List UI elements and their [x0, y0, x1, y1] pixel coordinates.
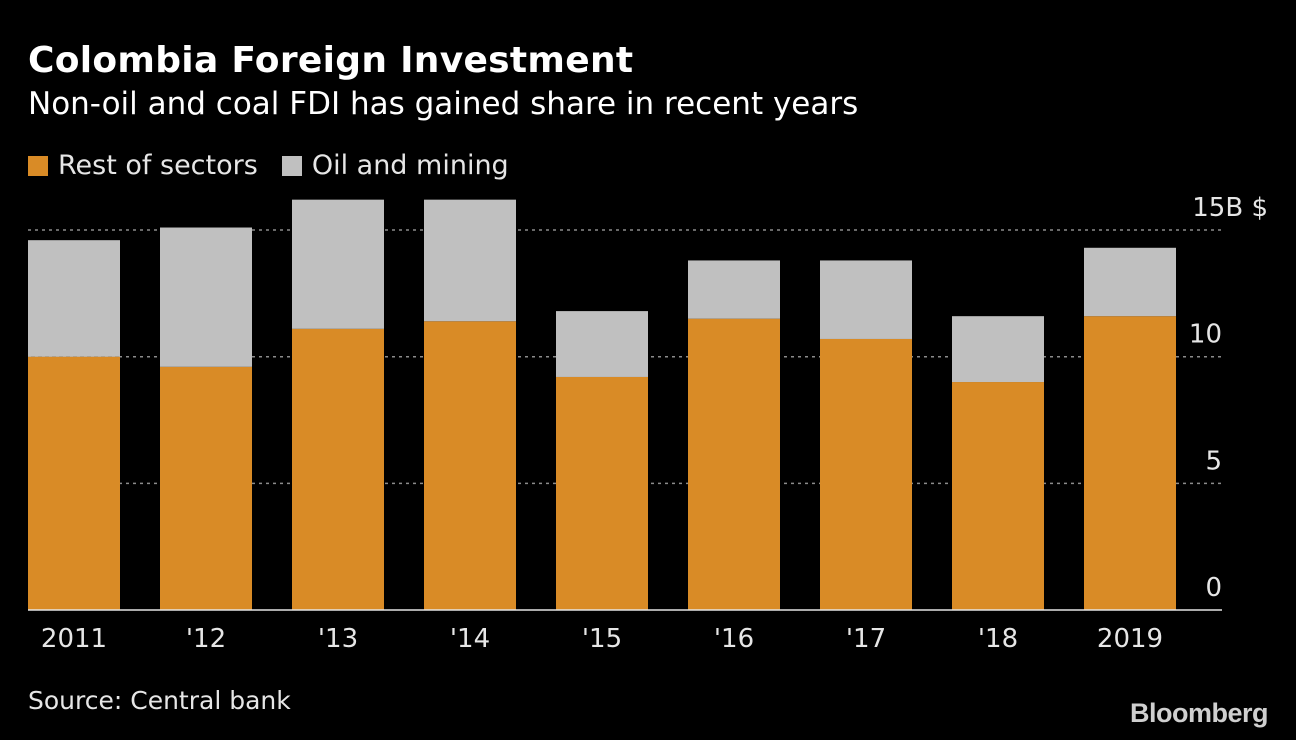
- legend-item-oil-and-mining: Oil and mining: [281, 150, 509, 181]
- x-tick-label-8: 2019: [1097, 624, 1163, 654]
- bloomberg-logo: Bloomberg: [1129, 698, 1269, 728]
- bar-rest-of-sectors-0: [28, 356, 120, 610]
- y-tick-label-10: 10: [1189, 320, 1222, 350]
- bar-rest-of-sectors-2: [292, 328, 384, 610]
- bar-rest-of-sectors-5: [688, 318, 780, 610]
- source-note: Source: Central bank: [28, 686, 291, 715]
- legend-swatch-oil-and-mining: [281, 155, 302, 176]
- bar-oil-and-mining-0: [28, 240, 120, 357]
- chart-subtitle: Non-oil and coal FDI has gained share in…: [28, 86, 859, 122]
- bar-rest-of-sectors-1: [160, 366, 252, 610]
- bar-oil-and-mining-6: [820, 260, 912, 339]
- bar-oil-and-mining-2: [292, 199, 384, 329]
- bar-rest-of-sectors-8: [1084, 316, 1176, 610]
- y-tick-label-5: 5: [1205, 446, 1222, 476]
- legend-label-rest-of-sectors: Rest of sectors: [58, 150, 258, 181]
- x-tick-label-6: '17: [846, 624, 886, 654]
- x-tick-label-3: '14: [450, 624, 490, 654]
- legend-item-rest-of-sectors: Rest of sectors: [28, 150, 258, 181]
- y-tick-label-15: 15B $: [1192, 193, 1268, 223]
- bar-oil-and-mining-7: [952, 316, 1044, 383]
- bar-oil-and-mining-4: [556, 311, 648, 377]
- bar-rest-of-sectors-3: [424, 321, 516, 610]
- x-tick-label-1: '12: [186, 624, 226, 654]
- chart-title: Colombia Foreign Investment: [28, 40, 634, 81]
- bar-oil-and-mining-5: [688, 260, 780, 319]
- legend: Rest of sectors Oil and mining: [28, 150, 533, 181]
- x-tick-label-0: 2011: [41, 624, 107, 654]
- bar-rest-of-sectors-4: [556, 376, 648, 610]
- legend-label-oil-and-mining: Oil and mining: [311, 150, 509, 181]
- x-tick-label-7: '18: [978, 624, 1018, 654]
- bar-rest-of-sectors-7: [952, 382, 1044, 610]
- x-tick-label-4: '15: [582, 624, 622, 654]
- bar-oil-and-mining-1: [160, 227, 252, 367]
- y-tick-label-0: 0: [1205, 573, 1222, 603]
- bar-oil-and-mining-8: [1084, 247, 1176, 317]
- bar-rest-of-sectors-6: [820, 338, 912, 610]
- x-tick-label-2: '13: [318, 624, 358, 654]
- x-tick-label-5: '16: [714, 624, 754, 654]
- bar-oil-and-mining-3: [424, 199, 516, 322]
- legend-swatch-rest-of-sectors: [28, 155, 48, 176]
